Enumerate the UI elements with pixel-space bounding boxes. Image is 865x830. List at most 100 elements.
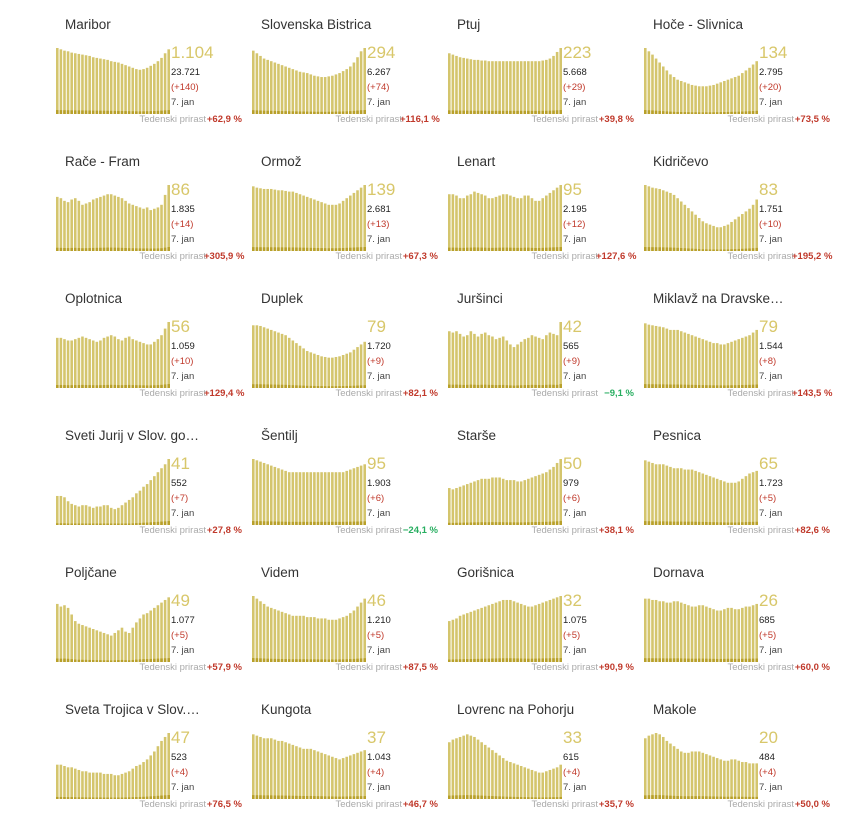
bar-daily — [712, 658, 715, 662]
bar-chart — [56, 48, 170, 114]
bar-daily — [665, 111, 669, 114]
bar — [516, 481, 519, 525]
bar — [672, 601, 676, 662]
bar — [81, 204, 84, 251]
bar — [338, 759, 341, 799]
bar-daily — [683, 112, 687, 114]
bar-daily — [363, 247, 366, 251]
bar — [142, 614, 145, 662]
bar-daily — [552, 247, 555, 251]
bar-daily — [751, 521, 755, 525]
bar — [501, 599, 505, 662]
bar-daily — [676, 795, 679, 799]
bar — [63, 50, 66, 114]
bar-daily — [744, 658, 748, 662]
bar — [331, 472, 334, 525]
total-value: 1.720 — [367, 341, 391, 352]
bar-daily — [687, 796, 690, 799]
bar — [77, 506, 81, 525]
bar — [683, 752, 687, 799]
bar — [320, 77, 323, 114]
bar-daily — [737, 658, 741, 662]
bar — [755, 61, 758, 114]
bar — [469, 735, 473, 799]
bar — [712, 225, 715, 251]
bar-chart — [448, 322, 562, 388]
bar-daily — [313, 247, 316, 251]
bar-daily — [338, 521, 341, 525]
current-value: 49 — [171, 591, 190, 610]
bar-daily — [679, 658, 683, 662]
bar — [316, 472, 320, 525]
bar — [91, 507, 95, 525]
bar — [113, 775, 117, 799]
weekly-growth-label: Tedenski prirast — [531, 799, 598, 810]
bar-daily — [73, 110, 77, 114]
bar — [138, 69, 142, 114]
bar — [519, 603, 523, 662]
bar-daily — [465, 384, 469, 388]
bar-daily — [527, 384, 530, 388]
bar-daily — [730, 796, 733, 799]
bar — [534, 200, 537, 251]
bar — [345, 353, 349, 388]
bar — [651, 462, 654, 525]
bar-daily — [66, 797, 70, 799]
bar — [523, 339, 527, 388]
bar-daily — [77, 797, 81, 799]
current-value: 37 — [367, 728, 386, 747]
date-label: 7. jan — [759, 645, 783, 656]
bar — [149, 65, 153, 114]
bar — [266, 59, 269, 114]
bar — [277, 740, 280, 799]
chart-title: Makole — [653, 702, 697, 717]
bar — [341, 758, 345, 799]
bar-daily — [145, 385, 149, 388]
bar — [345, 470, 349, 525]
bar — [95, 630, 99, 662]
bar — [291, 69, 295, 114]
bar — [363, 750, 366, 799]
bar — [455, 618, 458, 662]
current-value: 32 — [563, 591, 582, 610]
bar-daily — [359, 658, 363, 662]
bar-daily — [523, 247, 527, 251]
bar — [262, 462, 266, 525]
bar-daily — [66, 658, 70, 662]
bar-daily — [163, 384, 167, 388]
bar-daily — [737, 522, 741, 525]
bar-daily — [81, 523, 84, 525]
bar — [669, 329, 672, 388]
bar-daily — [163, 795, 167, 799]
bar-daily — [494, 110, 498, 114]
bar-daily — [733, 522, 737, 525]
bar-chart — [252, 185, 366, 251]
bar-daily — [552, 658, 555, 662]
bar-daily — [338, 796, 341, 799]
bar-daily — [491, 658, 494, 662]
bar — [530, 769, 534, 799]
bar — [679, 468, 683, 525]
chart-title: Slovenska Bistrica — [261, 17, 372, 32]
weekly-growth-value: −24,1 % — [402, 525, 438, 536]
bar-daily — [730, 111, 733, 114]
bar-daily — [733, 385, 737, 388]
bar — [726, 482, 730, 525]
bar — [334, 758, 338, 799]
bar — [331, 75, 334, 114]
bar-daily — [694, 658, 697, 662]
bar — [320, 202, 323, 251]
total-value: 979 — [563, 478, 579, 489]
bar-daily — [349, 521, 352, 525]
bar-chart — [644, 48, 758, 114]
bar-daily — [160, 795, 163, 799]
bar-daily — [252, 110, 255, 114]
bar-daily — [302, 111, 305, 114]
bar-daily — [120, 797, 124, 799]
bar — [501, 478, 505, 525]
bar-daily — [708, 385, 712, 388]
bar — [327, 357, 331, 388]
current-value: 46 — [367, 591, 386, 610]
bar — [712, 343, 715, 388]
bar-daily — [462, 659, 465, 662]
